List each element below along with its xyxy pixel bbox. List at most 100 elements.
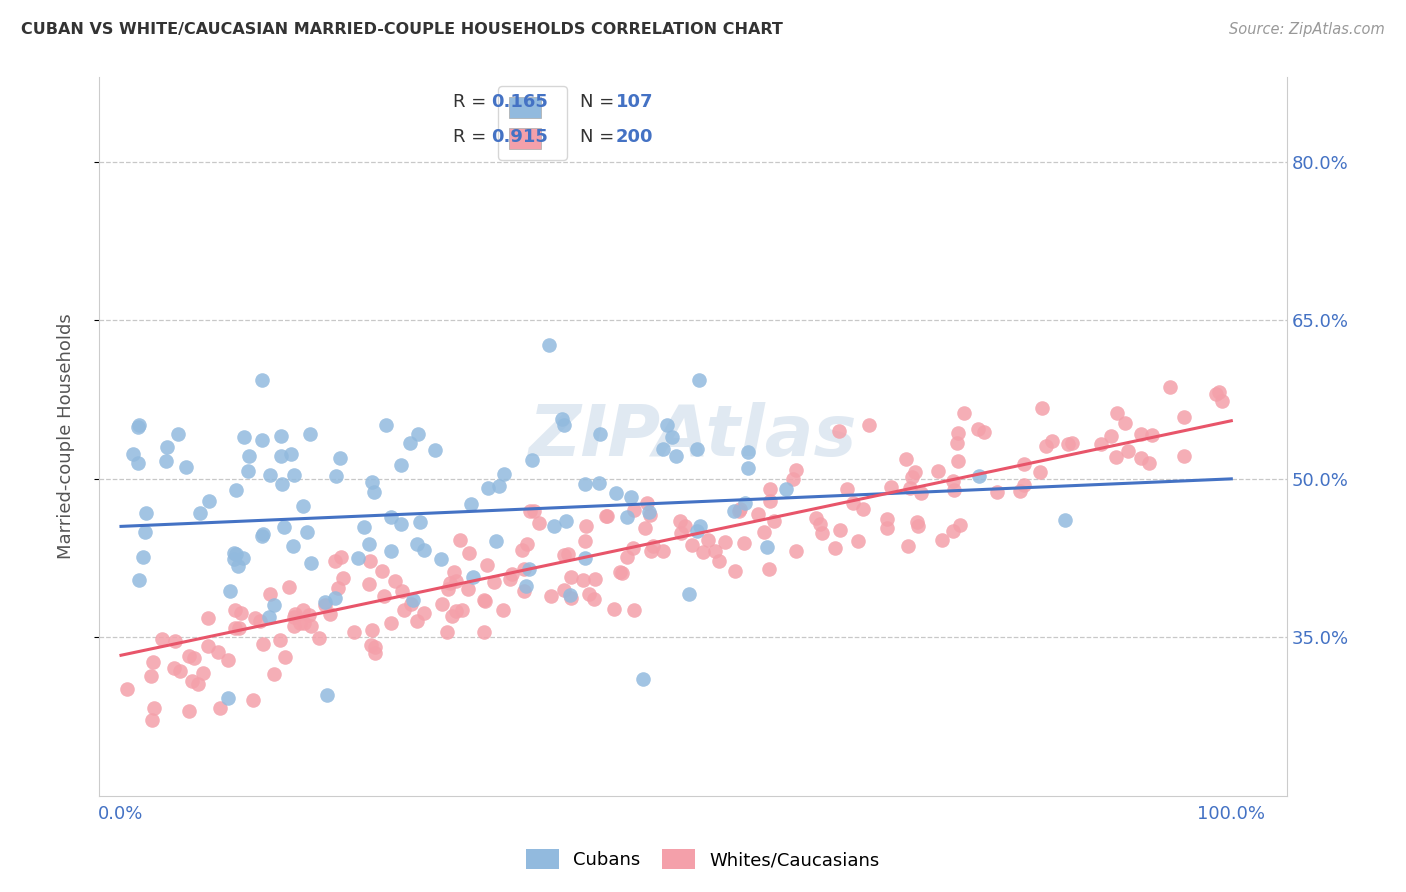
Point [198, 494, 221, 508]
Point [181, 674, 204, 689]
Point [485, 533, 508, 548]
Point [319, 607, 342, 621]
Point [132, 550, 155, 565]
Point [391, 584, 413, 599]
Point [946, 454, 969, 468]
Point [482, 574, 505, 589]
Point [380, 616, 402, 631]
Point [560, 591, 582, 605]
Point [423, 443, 446, 458]
Point [665, 449, 688, 463]
Point [231, 607, 253, 621]
Point [263, 598, 285, 612]
Point [1056, 437, 1078, 451]
Point [380, 510, 402, 524]
Point [232, 430, 254, 444]
Point [308, 631, 330, 645]
Point [623, 603, 645, 617]
Point [734, 495, 756, 509]
Point [364, 646, 387, 660]
Point [188, 506, 211, 520]
Text: 107: 107 [616, 94, 654, 112]
Point [643, 539, 665, 553]
Point [516, 537, 538, 551]
Point [623, 502, 645, 516]
Point [824, 541, 846, 555]
Point [560, 570, 582, 584]
Point [1159, 379, 1181, 393]
Point [179, 705, 201, 719]
Point [910, 485, 932, 500]
Point [967, 422, 990, 436]
Point [846, 533, 869, 548]
Point [842, 496, 865, 510]
Point [724, 564, 747, 578]
Point [475, 558, 498, 572]
Point [942, 483, 965, 498]
Point [616, 509, 638, 524]
Point [430, 597, 453, 611]
Point [946, 425, 969, 440]
Point [278, 580, 301, 594]
Point [402, 592, 425, 607]
Point [155, 454, 177, 468]
Point [430, 551, 453, 566]
Text: 0.165: 0.165 [491, 94, 548, 112]
Point [1114, 417, 1136, 431]
Point [553, 417, 575, 432]
Point [1116, 444, 1139, 458]
Point [457, 582, 479, 596]
Point [492, 603, 515, 617]
Point [243, 611, 266, 625]
Point [364, 640, 387, 655]
Point [609, 565, 631, 579]
Point [689, 518, 711, 533]
Point [406, 427, 429, 442]
Point [519, 504, 541, 518]
Point [1012, 478, 1035, 492]
Point [252, 637, 274, 651]
Point [436, 624, 458, 639]
Point [270, 429, 292, 443]
Point [163, 661, 186, 675]
Point [540, 590, 562, 604]
Point [314, 599, 336, 613]
Point [953, 406, 976, 420]
Point [283, 618, 305, 632]
Point [616, 550, 638, 565]
Text: 200: 200 [616, 128, 654, 146]
Point [1105, 406, 1128, 420]
Point [249, 614, 271, 628]
Point [472, 593, 495, 607]
Point [242, 693, 264, 707]
Point [661, 429, 683, 443]
Point [472, 625, 495, 640]
Point [250, 373, 273, 387]
Point [299, 619, 322, 633]
Point [638, 505, 661, 519]
Point [373, 589, 395, 603]
Point [259, 468, 281, 483]
Point [299, 556, 322, 570]
Point [325, 469, 347, 483]
Point [283, 610, 305, 624]
Point [197, 611, 219, 625]
Point [897, 539, 920, 553]
Point [389, 458, 412, 472]
Text: N =: N = [579, 128, 620, 146]
Point [1012, 457, 1035, 471]
Point [759, 482, 782, 496]
Point [537, 338, 560, 352]
Point [283, 539, 305, 553]
Point [217, 653, 239, 667]
Point [208, 700, 231, 714]
Point [488, 479, 510, 493]
Text: 0.915: 0.915 [491, 128, 548, 146]
Point [1029, 465, 1052, 479]
Point [165, 633, 187, 648]
Point [361, 623, 384, 637]
Point [553, 583, 575, 598]
Point [295, 524, 318, 539]
Point [332, 571, 354, 585]
Point [142, 656, 165, 670]
